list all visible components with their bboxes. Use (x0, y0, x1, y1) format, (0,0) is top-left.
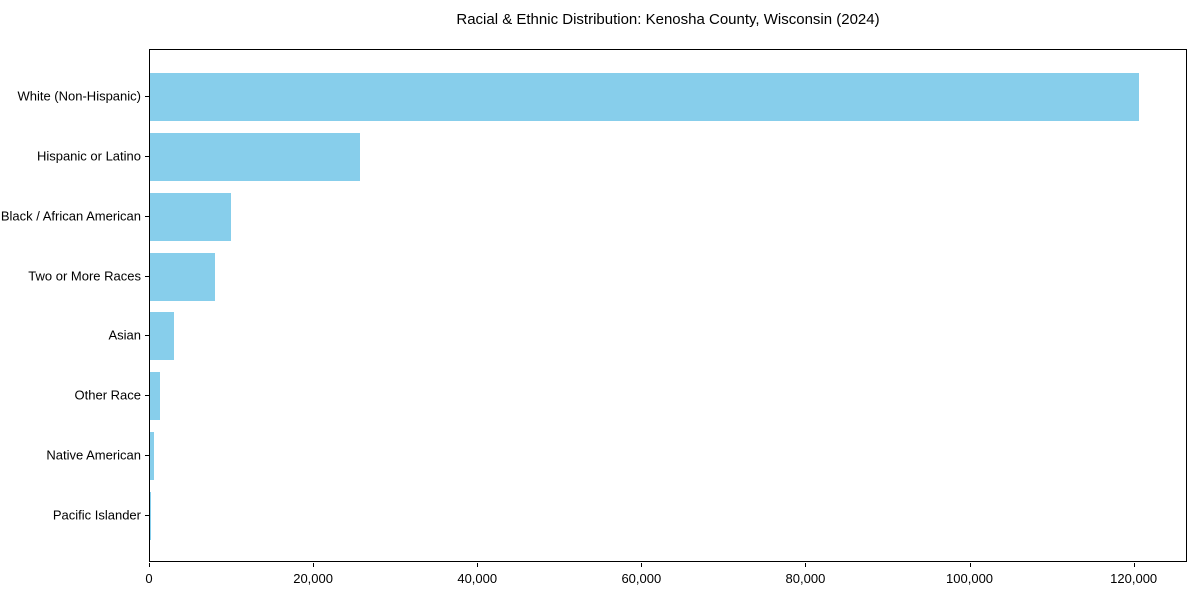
x-axis-tick (149, 563, 150, 567)
x-tick-label: 80,000 (785, 571, 826, 586)
bar (150, 372, 160, 421)
y-tick-label: Other Race (74, 387, 141, 403)
y-tick-label: Pacific Islander (52, 507, 141, 523)
x-axis-tick (313, 563, 314, 567)
y-tick-label: Native American (46, 447, 141, 463)
x-tick-label: 40,000 (457, 571, 498, 586)
y-axis-tick (145, 216, 149, 217)
y-axis-tick (145, 515, 149, 516)
chart-title: Racial & Ethnic Distribution: Kenosha Co… (456, 11, 880, 28)
bar (150, 432, 155, 480)
x-axis-tick (477, 563, 478, 567)
y-axis-tick (145, 455, 149, 456)
y-tick-label: Asian (108, 327, 141, 343)
y-tick-label: Two or More Races (28, 268, 141, 284)
bar (150, 252, 215, 301)
y-axis-tick (145, 395, 149, 396)
bar (150, 73, 1139, 122)
x-axis-tick (970, 563, 971, 567)
y-tick-label: Hispanic or Latino (36, 148, 141, 164)
x-tick-label: 60,000 (621, 571, 662, 586)
x-axis-tick (805, 563, 806, 567)
x-tick-label: 20,000 (293, 571, 333, 586)
x-tick-label: 120,000 (1110, 571, 1158, 586)
bar (150, 491, 151, 540)
x-axis-tick (641, 563, 642, 567)
bar (150, 192, 232, 241)
y-tick-label: White (Non-Hispanic) (17, 88, 141, 104)
bar (150, 133, 361, 181)
y-axis-tick (145, 335, 149, 336)
x-tick-label: 100,000 (946, 571, 994, 586)
plot-area (149, 49, 1187, 562)
y-axis-tick (145, 96, 149, 97)
x-axis-tick (1134, 563, 1135, 567)
y-axis-tick (145, 276, 149, 277)
y-axis-tick (145, 156, 149, 157)
bar (150, 312, 174, 361)
x-tick-label: 0 (145, 571, 153, 586)
y-tick-label: Black / African American (0, 208, 141, 224)
